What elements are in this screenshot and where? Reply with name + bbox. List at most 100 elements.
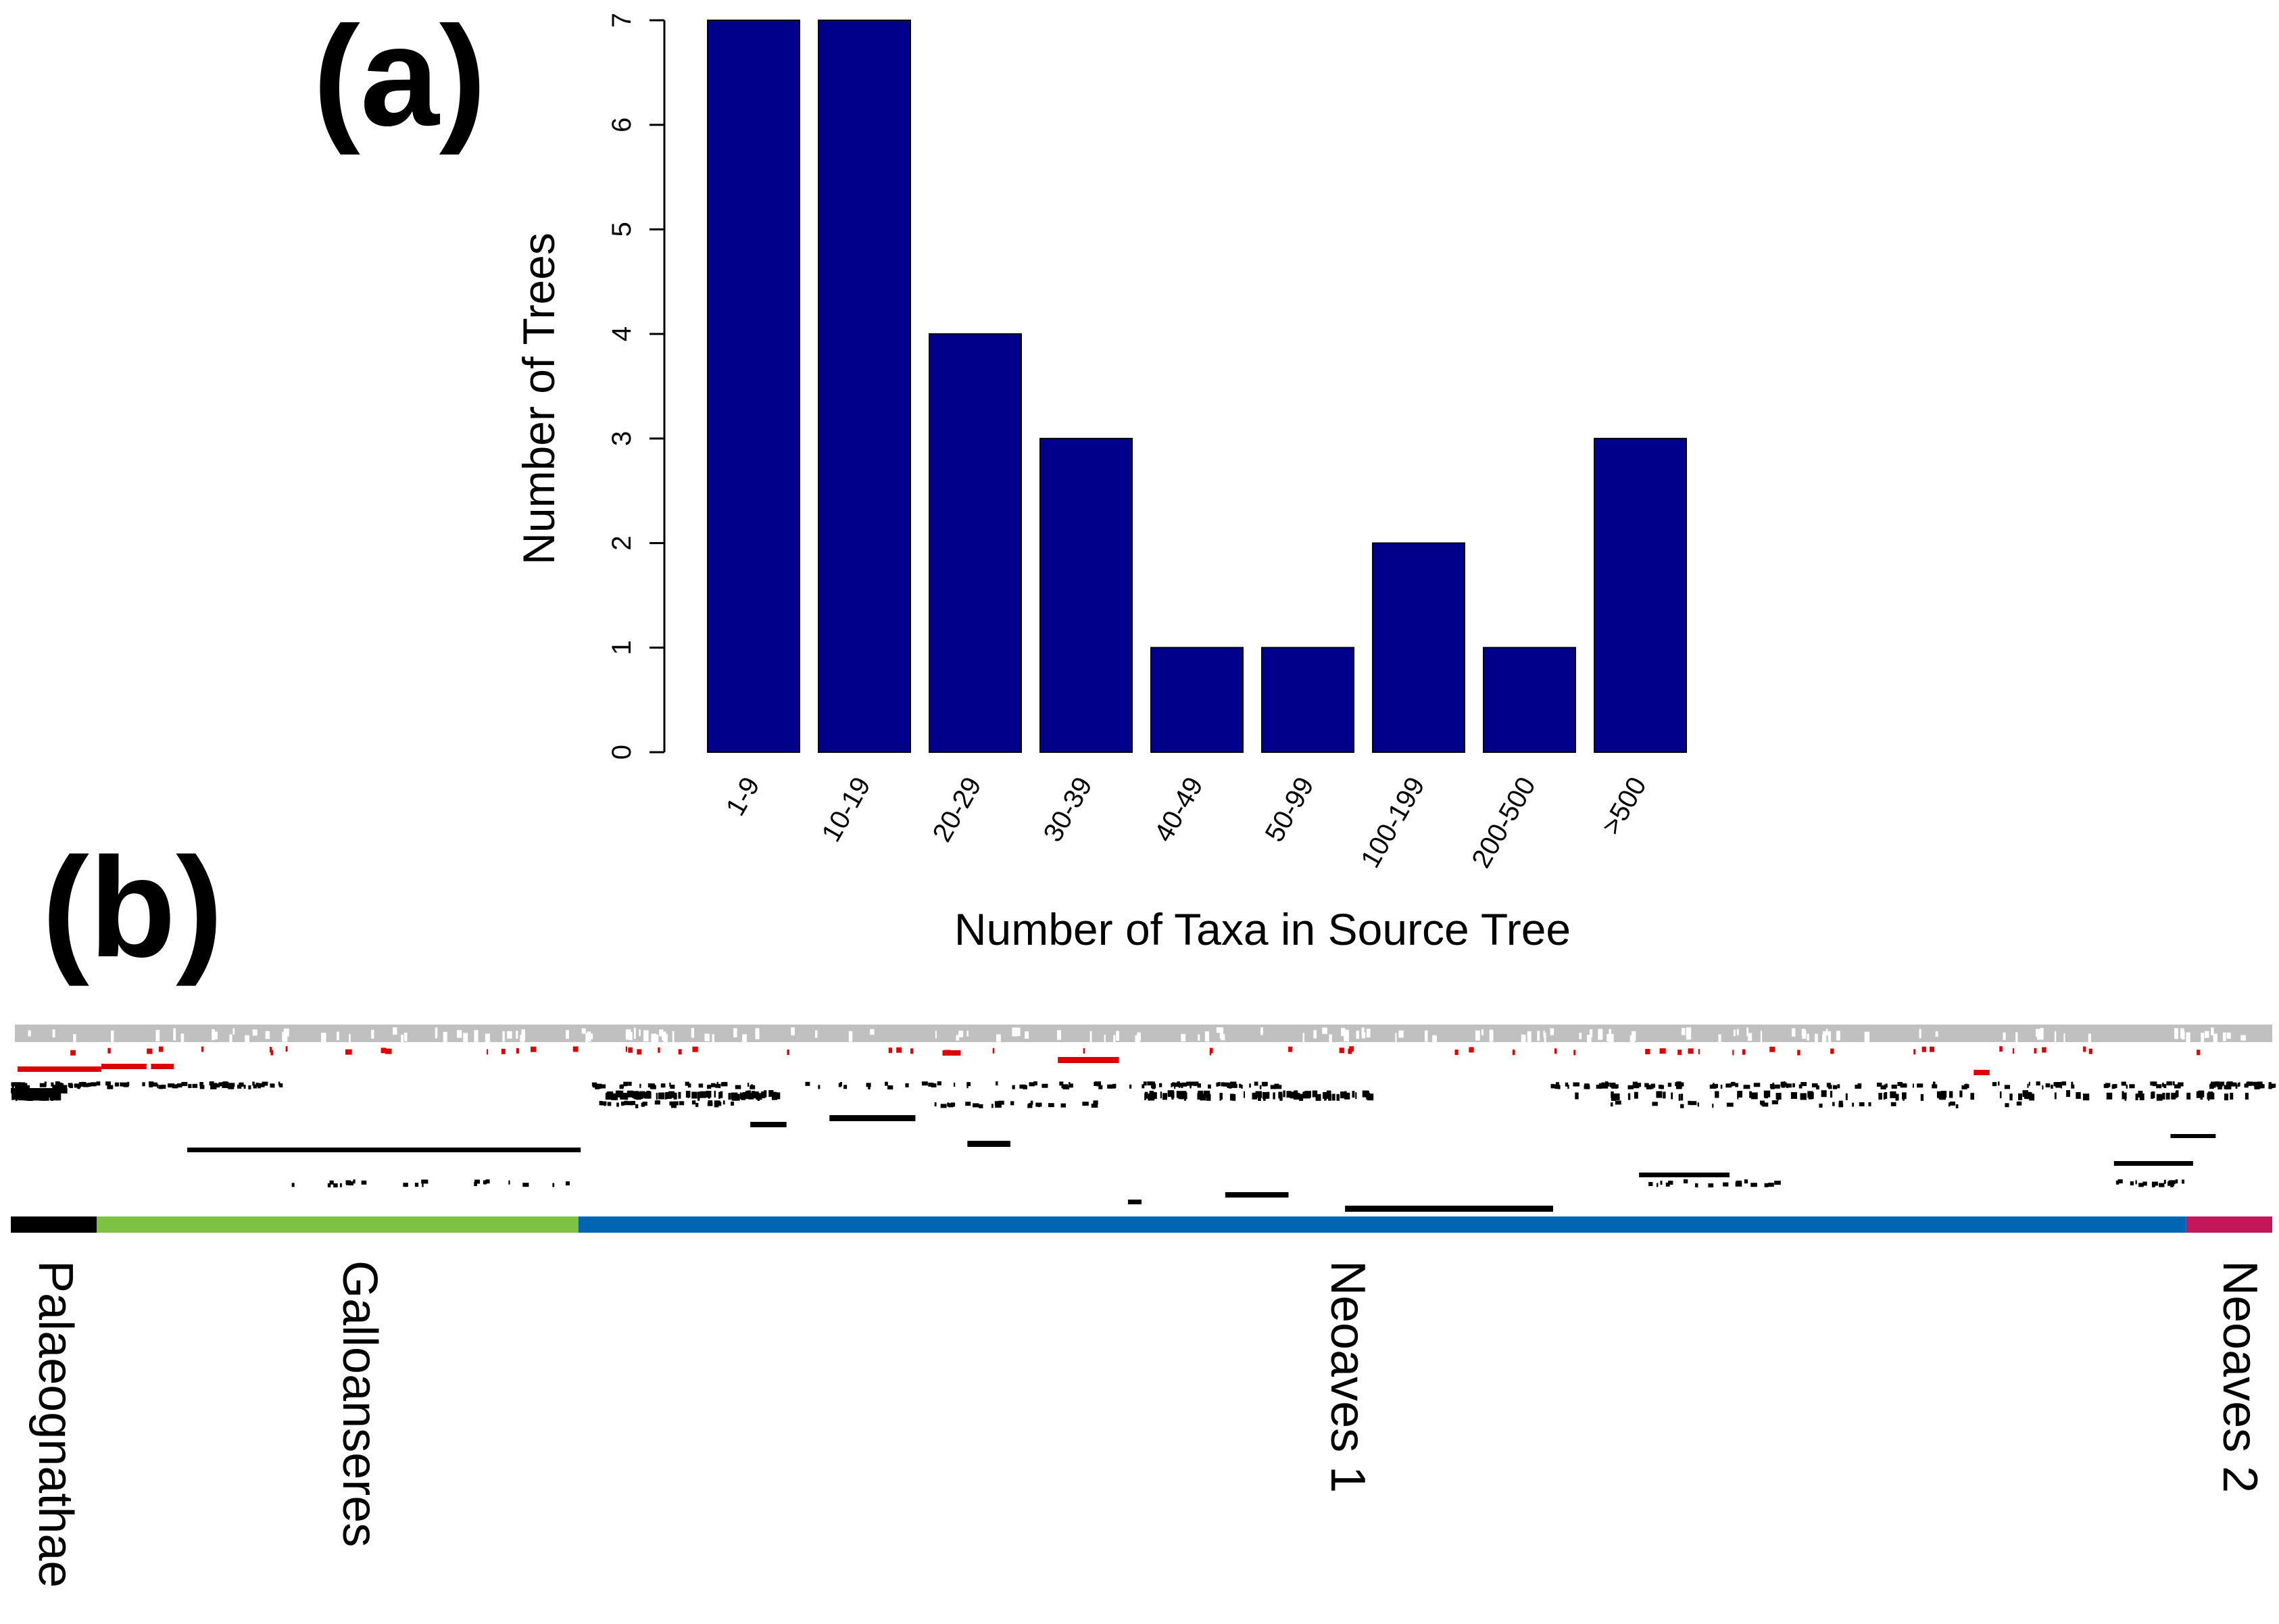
coverage-dot xyxy=(668,1091,675,1098)
coverage-dot xyxy=(158,1046,164,1052)
clade-bar xyxy=(11,1216,2272,1233)
coverage-dot xyxy=(1174,1085,1176,1089)
coverage-dot xyxy=(1808,1092,1814,1100)
clade-segment-0 xyxy=(11,1216,97,1233)
x-tick-label: 200-500 xyxy=(1466,772,1542,873)
coverage-dot xyxy=(278,1081,280,1086)
coverage-dot xyxy=(1750,1092,1758,1100)
coverage-dot xyxy=(269,1047,272,1053)
coverage-dot xyxy=(1241,1084,1243,1089)
matrix-gap xyxy=(1181,1033,1186,1042)
coverage-dot xyxy=(243,1084,246,1089)
coverage-dot xyxy=(516,1048,519,1054)
coverage-dot xyxy=(148,1081,154,1086)
matrix-gap xyxy=(1015,1027,1021,1037)
coverage-dot xyxy=(55,1093,62,1101)
coverage-dot xyxy=(991,1104,994,1108)
matrix-gap xyxy=(1864,1031,1870,1044)
matrix-gap xyxy=(1521,1034,1524,1045)
coverage-dot xyxy=(1743,1085,1750,1089)
bar-20-29 xyxy=(929,333,1022,753)
coverage-dot xyxy=(1129,1084,1132,1089)
coverage-dot xyxy=(90,1082,97,1087)
coverage-dot xyxy=(1880,1085,1886,1089)
coverage-dot xyxy=(658,1092,665,1100)
matrix-gap xyxy=(2037,1033,2041,1040)
coverage-dot xyxy=(764,1090,767,1098)
coverage-dot xyxy=(1575,1092,1579,1100)
coverage-dot xyxy=(620,1102,624,1106)
matrix-gap xyxy=(282,1031,288,1042)
coverage-segment xyxy=(101,1064,147,1069)
coverage-dot xyxy=(1917,1083,1923,1088)
matrix-gap xyxy=(1489,1029,1494,1042)
coverage-dot xyxy=(1294,1090,1298,1098)
coverage-dot xyxy=(87,1083,91,1087)
coverage-dot xyxy=(2163,1084,2167,1089)
coverage-segment xyxy=(750,1122,787,1127)
coverage-dot xyxy=(1797,1050,1800,1056)
coverage-dot xyxy=(1859,1102,1865,1106)
coverage-dot xyxy=(735,1085,741,1089)
coverage-dot xyxy=(1160,1091,1162,1099)
coverage-dot xyxy=(2226,1082,2231,1087)
coverage-dot xyxy=(1153,1081,1156,1086)
coverage-dot xyxy=(1671,1092,1673,1100)
coverage-dot xyxy=(1939,1093,1946,1100)
bars-group xyxy=(707,20,1687,753)
matrix-gap xyxy=(651,1033,657,1043)
coverage-dot xyxy=(747,1083,750,1087)
coverage-dot xyxy=(2156,1084,2162,1089)
coverage-dot xyxy=(1469,1047,1474,1053)
coverage-dot xyxy=(2027,1083,2029,1088)
coverage-dot xyxy=(905,1083,909,1087)
coverage-dot xyxy=(508,1180,510,1185)
coverage-dot xyxy=(718,1091,720,1099)
coverage-dot xyxy=(1615,1100,1621,1105)
coverage-dot xyxy=(1913,1049,1916,1055)
coverage-dot xyxy=(624,1093,629,1100)
coverage-dot xyxy=(1798,1084,1803,1089)
coverage-dot xyxy=(2172,1081,2175,1086)
coverage-dot xyxy=(107,1085,114,1089)
coverage-dot xyxy=(199,1081,203,1086)
coverage-dot xyxy=(2207,1093,2209,1101)
coverage-dot xyxy=(2159,1183,2165,1187)
coverage-dot xyxy=(1749,1091,1752,1098)
coverage-dot xyxy=(1229,1093,1234,1101)
matrix-gap xyxy=(1113,1035,1116,1044)
coverage-dot xyxy=(1838,1100,1843,1105)
clade-segment-3 xyxy=(2186,1216,2272,1233)
coverage-dot xyxy=(1777,1093,1779,1101)
coverage-dot xyxy=(291,1183,295,1187)
coverage-dot xyxy=(1012,1085,1015,1089)
coverage-dot xyxy=(333,1183,338,1187)
matrix-gap xyxy=(663,1033,668,1046)
clade-segment-1 xyxy=(97,1216,579,1233)
coverage-dot xyxy=(1367,1093,1374,1101)
coverage-dot xyxy=(1254,1081,1258,1086)
matrix-gap xyxy=(704,1033,710,1041)
coverage-dot xyxy=(1644,1083,1649,1087)
coverage-dot xyxy=(1876,1082,1882,1087)
coverage-dot xyxy=(768,1090,774,1098)
coverage-dot xyxy=(2170,1183,2174,1187)
coverage-dot xyxy=(210,1085,217,1089)
coverage-dot xyxy=(2166,1081,2172,1086)
coverage-dot xyxy=(646,1090,650,1098)
coverage-dot xyxy=(805,1081,810,1086)
coverage-dot xyxy=(2220,1083,2222,1088)
coverage-dot xyxy=(2197,1050,2201,1056)
coverage-dot xyxy=(1167,1090,1174,1098)
coverage-dot xyxy=(96,1081,101,1086)
coverage-dot xyxy=(1349,1046,1354,1052)
coverage-dot xyxy=(1726,1102,1734,1107)
matrix-gap xyxy=(1631,1031,1636,1041)
coverage-dot xyxy=(2071,1081,2074,1086)
coverage-dot xyxy=(2036,1081,2040,1086)
coverage-dot xyxy=(2138,1183,2144,1187)
coverage-dot xyxy=(937,1081,941,1086)
y-tick-label: 7 xyxy=(607,13,637,28)
matrix-gap xyxy=(2040,1027,2044,1040)
coverage-dot xyxy=(720,1082,728,1087)
